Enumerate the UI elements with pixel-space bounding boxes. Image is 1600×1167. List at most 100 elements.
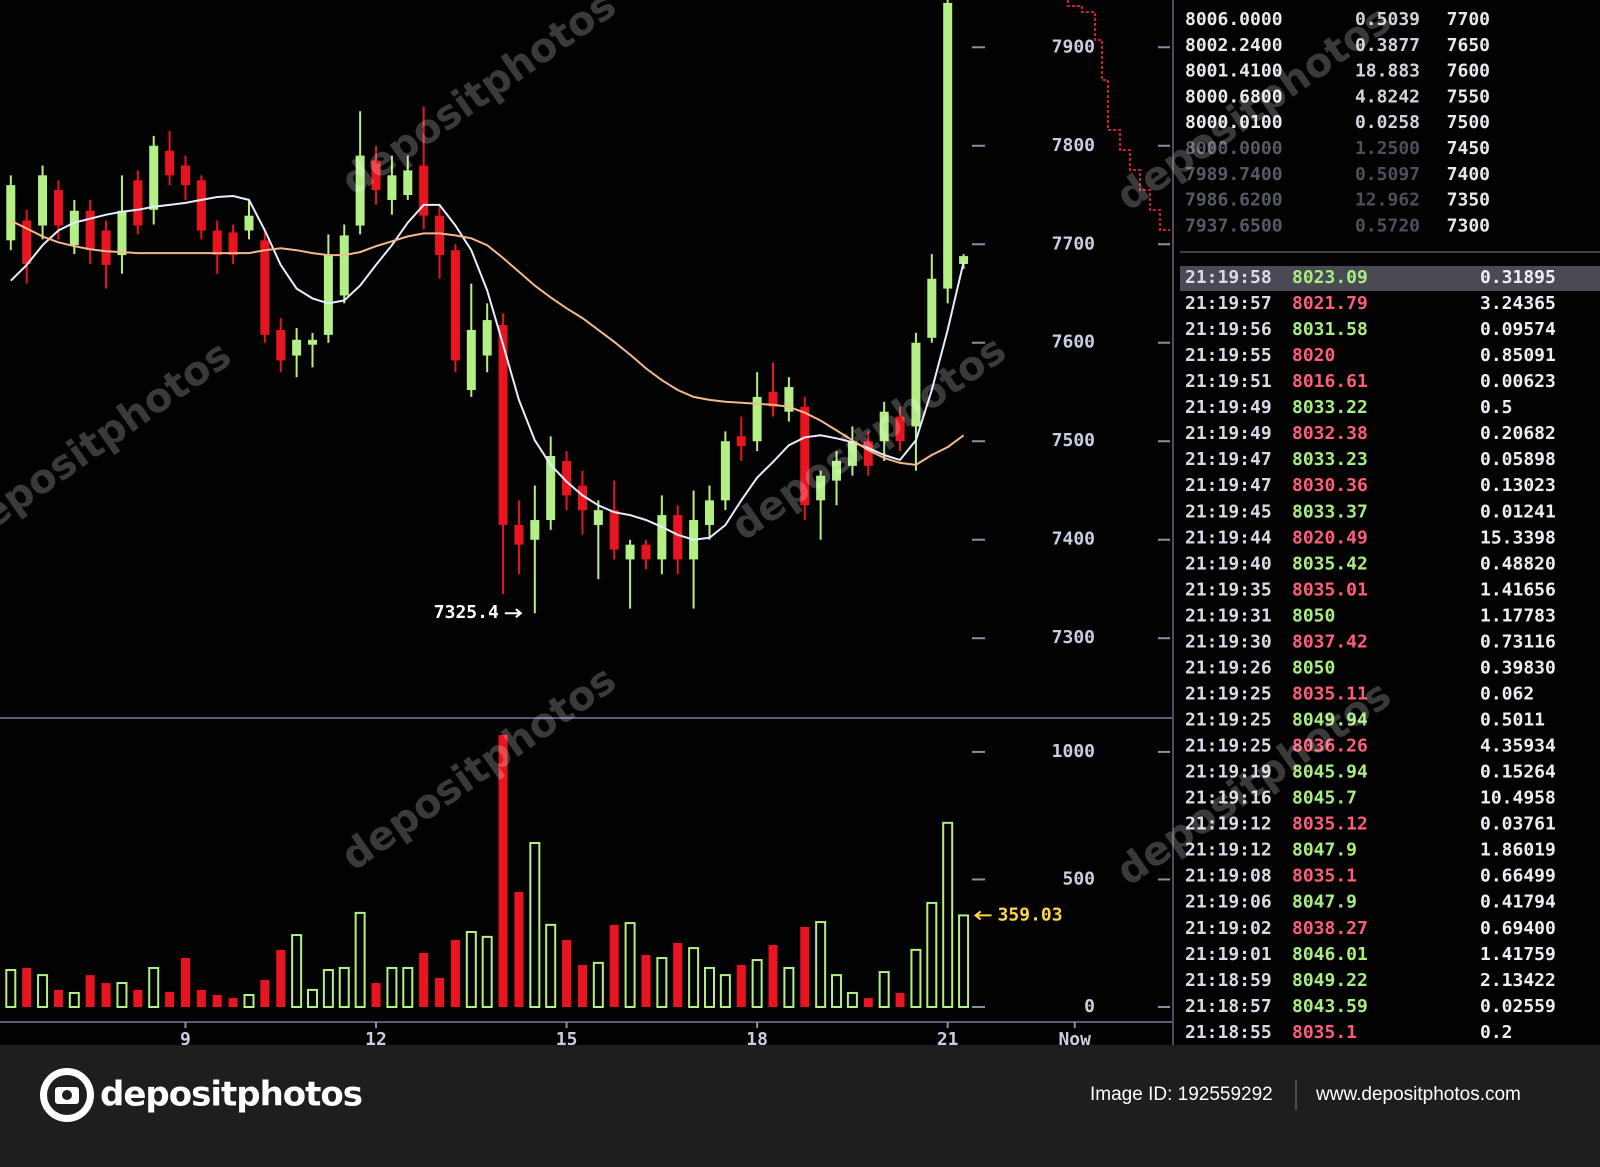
- volume-bar: [673, 942, 683, 1007]
- volume-bar: [846, 991, 858, 1009]
- trade-time: 21:19:08: [1185, 866, 1272, 887]
- volume-bar: [895, 992, 905, 1007]
- trade-amount: 0.5011: [1480, 710, 1545, 731]
- order-book-cell: 4.8242: [1355, 86, 1420, 107]
- candle-body: [943, 2, 953, 289]
- trade-amount: 0.09574: [1480, 319, 1556, 340]
- axes: 7300 7400 7500 7600 7700 7800 7900 7325.4 0 500 10…: [180, 36, 1170, 1050]
- candle-body: [419, 165, 429, 216]
- volume-bar: [37, 974, 49, 1008]
- candle-body: [387, 175, 397, 200]
- candle-body: [562, 460, 572, 496]
- trade-time: 21:19:57: [1185, 293, 1272, 314]
- trade-price: 8045.94: [1292, 762, 1368, 783]
- candle-body: [165, 150, 175, 176]
- volume-bar: [592, 961, 604, 1008]
- trade-price: 8020.49: [1292, 527, 1368, 548]
- order-book-cell: 12.962: [1355, 190, 1420, 211]
- order-book-cell: 8001.4100: [1185, 61, 1283, 82]
- trade-amount: 0.5: [1480, 397, 1513, 418]
- volume-bar: [148, 966, 160, 1008]
- trade-price: 8050: [1292, 657, 1335, 678]
- candle-body: [832, 460, 842, 481]
- volume-bar: [703, 966, 715, 1008]
- trade-price: 8016.61: [1292, 371, 1368, 392]
- trade-time: 21:18:59: [1185, 970, 1272, 991]
- moving-average: [10, 219, 965, 466]
- volume-bar: [419, 952, 429, 1007]
- candle-body: [752, 396, 762, 442]
- trade-amount: 0.69400: [1480, 918, 1556, 939]
- order-book-cell: 0.3877: [1355, 35, 1420, 56]
- volume-bar: [736, 964, 746, 1007]
- candle-body: [546, 456, 556, 521]
- candle-body: [339, 235, 349, 296]
- y-tick-label: 0: [1084, 996, 1095, 1017]
- order-book: 8006.0000 0.5039 7700 8002.2400 0.3877 7650 80…: [1185, 9, 1490, 236]
- volume-bar: [53, 989, 63, 1007]
- candle-body: [816, 475, 826, 501]
- candle-body: [355, 155, 365, 226]
- candle-body: [308, 339, 318, 345]
- order-book-cell: 7700: [1447, 9, 1490, 30]
- candle-body: [149, 145, 159, 210]
- trade-time: 21:19:56: [1185, 319, 1272, 340]
- order-book-cell: 1.2500: [1355, 138, 1420, 159]
- volume-pane: [5, 734, 970, 1009]
- volume-bar: [624, 922, 636, 1009]
- trade-price: 8046.01: [1292, 944, 1368, 965]
- footer-url: www.depositphotos.com: [1315, 1084, 1521, 1105]
- trade-time: 21:19:25: [1185, 736, 1272, 757]
- volume-bar: [926, 901, 938, 1008]
- trade-price: 8023.09: [1292, 267, 1368, 288]
- y-tick-label: 7900: [1052, 36, 1095, 57]
- trade-price: 8036.26: [1292, 736, 1368, 757]
- candle-body: [260, 240, 270, 335]
- candle-body: [101, 230, 111, 265]
- volume-bar: [116, 982, 128, 1009]
- trade-time: 21:19:30: [1185, 631, 1272, 652]
- volume-bar: [481, 935, 493, 1008]
- value-arrow: [973, 910, 992, 921]
- trade-time: 21:19:55: [1185, 345, 1272, 366]
- trade-price: 8035.42: [1292, 553, 1368, 574]
- volume-bar: [815, 921, 827, 1008]
- candle-body: [593, 510, 603, 525]
- candle-body: [673, 515, 683, 560]
- volume-bar: [529, 841, 541, 1008]
- trade-price: 8031.58: [1292, 319, 1368, 340]
- candle-body: [704, 500, 714, 525]
- candle-body: [85, 210, 95, 251]
- candle-body: [800, 406, 810, 506]
- trade-price: 8035.1: [1292, 866, 1357, 887]
- background: [0, 0, 1600, 1045]
- order-book-cell: 7400: [1447, 164, 1490, 185]
- low-label: 7325.4: [434, 602, 499, 623]
- candle-body: [133, 180, 143, 226]
- volume-bar: [276, 949, 286, 1007]
- volume-bar: [165, 991, 175, 1007]
- volume-bar: [101, 983, 111, 1007]
- volume-bar: [212, 995, 222, 1007]
- volume-bar: [85, 975, 95, 1007]
- volume-bar: [322, 969, 334, 1008]
- order-book-cell: 7600: [1447, 61, 1490, 82]
- trade-time: 21:19:25: [1185, 683, 1272, 704]
- trade-amount: 10.4958: [1480, 788, 1556, 809]
- trade-price: 8050: [1292, 605, 1335, 626]
- order-book-cell: 0.5720: [1355, 215, 1420, 236]
- y-tick-label: 7500: [1052, 430, 1095, 451]
- volume-bar: [5, 969, 17, 1008]
- y-tick-label: 500: [1062, 868, 1095, 889]
- candle-body: [482, 320, 492, 356]
- image-id: Image ID: 192559292: [1090, 1084, 1273, 1105]
- trade-amount: 0.66499: [1480, 866, 1556, 887]
- candle-body: [371, 160, 381, 191]
- volume-bar: [768, 945, 778, 1007]
- trade-amount: 3.24365: [1480, 293, 1556, 314]
- volume-bar: [878, 971, 890, 1009]
- candle-body: [625, 544, 635, 560]
- trade-amount: 1.86019: [1480, 840, 1556, 861]
